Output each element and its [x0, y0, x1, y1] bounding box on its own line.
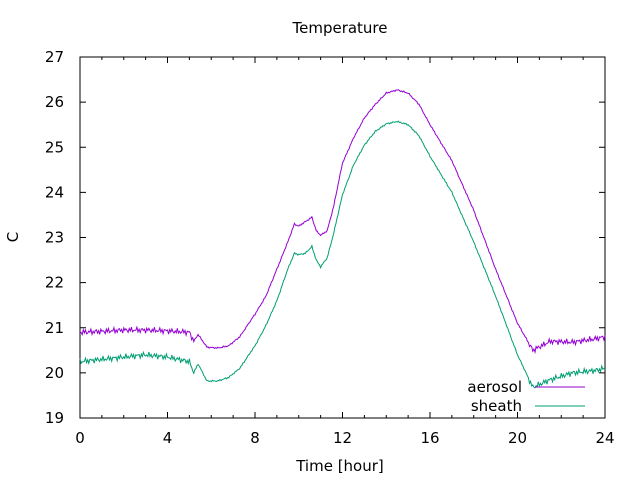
- series-line-aerosol: [79, 89, 606, 355]
- x-tick-label: 8: [250, 429, 260, 447]
- legend-label-aerosol: aerosol: [467, 378, 522, 396]
- y-tick-label: 24: [45, 183, 64, 201]
- x-tick-label: 16: [420, 429, 439, 447]
- y-tick-label: 25: [45, 138, 64, 156]
- chart-title: Temperature: [291, 19, 387, 37]
- y-tick-label: 26: [45, 93, 64, 111]
- y-tick-label: 22: [45, 274, 64, 292]
- legend-label-sheath: sheath: [471, 397, 522, 415]
- x-tick-label: 12: [333, 429, 352, 447]
- x-tick-label: 4: [163, 429, 173, 447]
- x-axis-label: Time [hour]: [295, 457, 384, 475]
- x-tick-label: 0: [75, 429, 85, 447]
- y-axis-label: C: [4, 232, 22, 242]
- y-tick-label: 27: [45, 48, 64, 66]
- y-tick-label: 20: [45, 364, 64, 382]
- plot-area-frame: [79, 56, 606, 419]
- y-tick-label: 21: [45, 319, 64, 337]
- series-line-sheath: [79, 120, 606, 389]
- x-tick-label: 24: [595, 429, 614, 447]
- y-tick-label: 23: [45, 229, 64, 247]
- x-tick-label: 20: [508, 429, 527, 447]
- y-tick-label: 19: [45, 409, 64, 427]
